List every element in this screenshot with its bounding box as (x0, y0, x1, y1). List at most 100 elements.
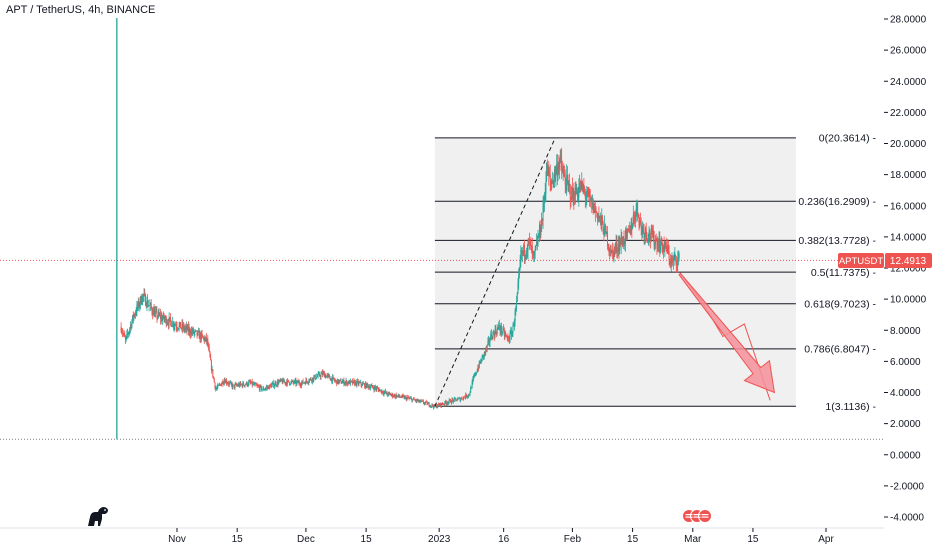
candle-body (236, 385, 238, 387)
candle-body (153, 309, 155, 317)
candle-body (130, 325, 132, 328)
candle-body (405, 396, 407, 400)
candle-body (596, 211, 598, 213)
candle-body (484, 352, 486, 353)
candle-body (283, 379, 285, 382)
candle-body (617, 243, 619, 252)
candle-body (569, 183, 571, 187)
candle-body (442, 403, 444, 405)
candle-body (425, 401, 427, 403)
candle-body (379, 390, 381, 392)
candle-body (325, 375, 327, 378)
candle-body (162, 314, 164, 319)
candle-body (409, 398, 411, 399)
candle-body (614, 247, 616, 250)
candle-body (444, 401, 446, 405)
candle-body (331, 376, 333, 382)
projection-arrow[interactable] (678, 272, 776, 394)
candle-body (171, 326, 173, 328)
candle-body (496, 328, 498, 334)
candle-body (167, 323, 169, 324)
candle-body (361, 384, 363, 386)
candle-body (589, 195, 591, 200)
candle-body (244, 384, 246, 386)
candle-body (273, 382, 275, 387)
candle-body (172, 322, 174, 327)
candle-body (355, 381, 357, 386)
candle-body (576, 191, 578, 197)
candle-body (250, 382, 252, 384)
candle-body (431, 404, 433, 407)
candle-body (482, 354, 484, 357)
candle-body (175, 324, 177, 326)
candle-body (390, 394, 392, 396)
candle-body (344, 383, 346, 385)
candle-body (144, 294, 146, 306)
candle-body (328, 374, 330, 376)
candle-body (276, 385, 278, 387)
candle-body (458, 398, 460, 399)
candle-body (422, 401, 424, 404)
candle-body (531, 246, 533, 251)
candle-body (284, 381, 286, 384)
candle-body (357, 380, 359, 382)
x-tick-label: Mar (684, 534, 702, 545)
candle-body (399, 396, 401, 398)
candle-body (618, 243, 620, 251)
candle-body (259, 385, 261, 390)
candle-body (316, 376, 318, 378)
fib-level-label: 0.618(9.7023) - (804, 299, 876, 311)
candle-body (228, 383, 230, 385)
candle-body (165, 317, 167, 319)
drawing-tools[interactable] (434, 137, 776, 407)
candle-body (503, 328, 505, 330)
candle-body (311, 377, 313, 382)
candle-body (489, 340, 491, 343)
candle-body (281, 380, 283, 384)
candle-body (592, 199, 594, 213)
candle-body (464, 397, 466, 398)
candle-body (516, 301, 518, 308)
candle-body (174, 324, 176, 327)
candle-body (495, 329, 497, 333)
candle-body (191, 330, 193, 333)
candle-body (249, 381, 251, 383)
dino-icon[interactable] (88, 507, 108, 526)
candle-body (612, 250, 614, 258)
candle-body (165, 317, 167, 325)
candle-body (521, 250, 523, 255)
candle-body (658, 239, 660, 251)
candle-body (224, 380, 226, 384)
candle-body (205, 336, 207, 342)
candle-body (167, 323, 169, 325)
candle-body (321, 372, 323, 374)
candle-body (136, 304, 138, 313)
candle-body (572, 191, 574, 199)
candle-body (364, 383, 366, 388)
candle-body (586, 196, 588, 198)
candle-body (456, 400, 458, 401)
candle-body (594, 203, 596, 212)
candle-body (255, 383, 257, 385)
candle-body (305, 379, 307, 385)
candle-body (457, 398, 459, 401)
candle-body (480, 360, 482, 362)
candle-body (218, 384, 220, 386)
candle-body (591, 198, 593, 209)
candle-body (148, 305, 150, 307)
candle-body (633, 215, 635, 217)
candle-body (664, 246, 666, 251)
flag-icon[interactable] (682, 509, 712, 523)
candle-body (413, 398, 415, 400)
candle-body (671, 259, 673, 262)
candle-body (275, 382, 277, 386)
y-tick-label: 18.0000 (890, 170, 927, 181)
candle-body (159, 314, 161, 316)
time-axis[interactable]: Nov 15 Dec 15 2023 16 Feb 15 Mar 15 Apr (0, 527, 884, 545)
fib-trend-line[interactable] (434, 137, 556, 407)
candle-body (263, 389, 265, 391)
candle-body (215, 387, 217, 390)
candle-body (283, 381, 285, 383)
candle-body (364, 382, 366, 388)
